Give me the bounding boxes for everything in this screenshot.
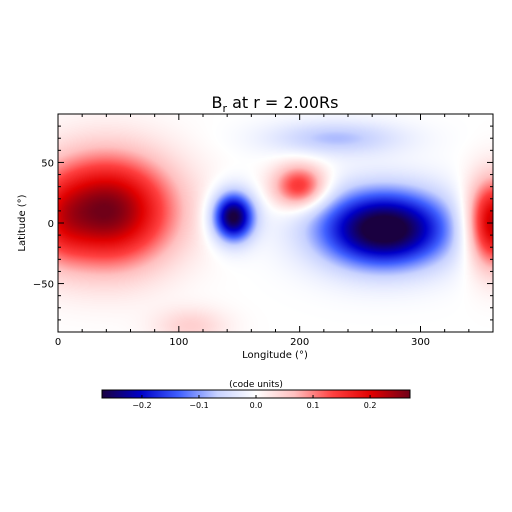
y-tick-label: 0: [48, 219, 54, 230]
colorbar-ticks: −0.2 −0.1 0.0 0.1 0.2: [132, 395, 376, 410]
colorbar-gradient: [102, 390, 410, 398]
colorbar-label: (code units): [229, 380, 283, 390]
x-tick-label: 200: [290, 337, 309, 348]
colorbar-tick-label: −0.1: [189, 401, 208, 410]
colorbar-tick-label: −0.2: [132, 401, 151, 410]
colorbar-tick-label: 0.2: [364, 401, 377, 410]
title-subscript: r: [222, 102, 227, 115]
y-axis-ticks: −50 0 50: [33, 125, 493, 321]
x-axis-label: Longitude (°): [242, 350, 308, 361]
y-tick-label: 50: [41, 158, 54, 169]
plot-area: 0 100 200 300 −50 0 50: [33, 113, 494, 348]
x-tick-label: 0: [55, 337, 61, 348]
y-tick-label: −50: [33, 280, 54, 291]
colorbar: (code units) −0.2 −0.1 0.0 0.1 0.2: [101, 380, 411, 410]
title-suffix: at r = 2.00Rs: [227, 93, 338, 112]
x-tick-label: 300: [411, 337, 430, 348]
x-axis-ticks: 0 100 200 300: [55, 114, 470, 348]
colorbar-tick-label: 0.0: [250, 401, 263, 410]
title-main: B: [212, 93, 223, 112]
colorbar-tick-label: 0.1: [307, 401, 320, 410]
y-axis-label: Latitude (°): [17, 194, 28, 251]
heatmap-field: [58, 114, 493, 332]
heatmap-container: [58, 114, 493, 332]
x-tick-label: 100: [169, 337, 188, 348]
chart-title: Br at r = 2.00Rs: [212, 93, 339, 115]
